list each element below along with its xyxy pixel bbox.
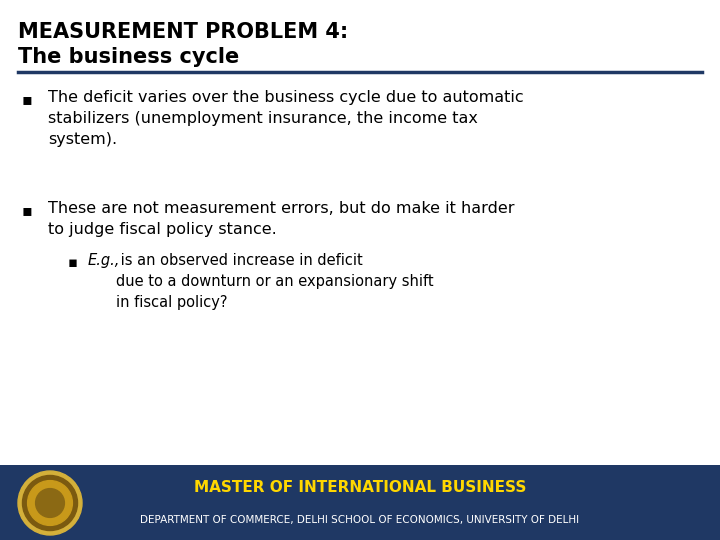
Circle shape [18,471,82,535]
Text: MEASUREMENT PROBLEM 4:: MEASUREMENT PROBLEM 4: [18,22,348,42]
Text: ▪: ▪ [22,92,33,107]
Text: DEPARTMENT OF COMMERCE, DELHI SCHOOL OF ECONOMICS, UNIVERSITY OF DELHI: DEPARTMENT OF COMMERCE, DELHI SCHOOL OF … [140,515,580,525]
Bar [0,465,720,540]
Text: The deficit varies over the business cycle due to automatic
stabilizers (unemplo: The deficit varies over the business cyc… [48,90,523,147]
Circle shape [22,476,78,530]
Circle shape [35,489,64,517]
Text: MASTER OF INTERNATIONAL BUSINESS: MASTER OF INTERNATIONAL BUSINESS [194,481,526,496]
Circle shape [27,481,73,525]
Text: E.g.,: E.g., [88,253,120,268]
Text: is an observed increase in deficit
due to a downturn or an expansionary shift
in: is an observed increase in deficit due t… [116,253,433,310]
Text: These are not measurement errors, but do make it harder
to judge fiscal policy s: These are not measurement errors, but do… [48,201,515,237]
Text: ▪: ▪ [68,255,78,270]
Text: ▪: ▪ [22,203,33,218]
Text: The business cycle: The business cycle [18,47,239,67]
